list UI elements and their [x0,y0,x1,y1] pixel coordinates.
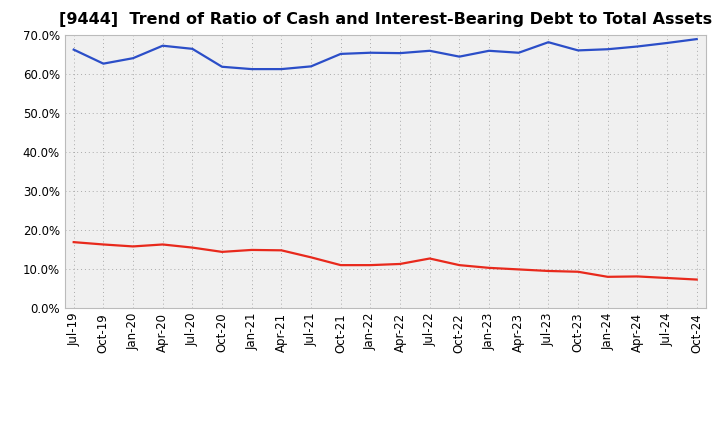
Cash [396,261,405,267]
Line: Interest-Bearing Debt: Interest-Bearing Debt [73,39,697,69]
Cash [574,269,582,275]
Cash [307,255,315,260]
Cash [455,263,464,268]
Interest-Bearing Debt [158,43,167,48]
Cash [662,275,671,281]
Cash [248,247,256,253]
Cash [603,274,612,279]
Cash [217,249,226,254]
Cash [633,274,642,279]
Cash [426,256,434,261]
Interest-Bearing Debt [662,40,671,46]
Interest-Bearing Debt [69,47,78,52]
Cash [277,248,286,253]
Interest-Bearing Debt [485,48,493,53]
Interest-Bearing Debt [426,48,434,53]
Cash [336,263,345,268]
Line: Cash: Cash [73,242,697,279]
Cash [158,242,167,247]
Cash [514,267,523,272]
Cash [129,244,138,249]
Cash [544,268,553,274]
Cash [366,263,374,268]
Interest-Bearing Debt [633,44,642,49]
Cash [693,277,701,282]
Interest-Bearing Debt [455,54,464,59]
Interest-Bearing Debt [217,64,226,70]
Interest-Bearing Debt [277,66,286,72]
Interest-Bearing Debt [574,48,582,53]
Interest-Bearing Debt [603,47,612,52]
Interest-Bearing Debt [99,61,108,66]
Interest-Bearing Debt [366,50,374,55]
Interest-Bearing Debt [248,66,256,72]
Interest-Bearing Debt [129,55,138,61]
Title: [9444]  Trend of Ratio of Cash and Interest-Bearing Debt to Total Assets: [9444] Trend of Ratio of Cash and Intere… [58,12,712,27]
Interest-Bearing Debt [336,51,345,57]
Cash [99,242,108,247]
Cash [485,265,493,271]
Interest-Bearing Debt [514,50,523,55]
Interest-Bearing Debt [544,40,553,45]
Cash [69,239,78,245]
Interest-Bearing Debt [307,64,315,69]
Interest-Bearing Debt [188,46,197,51]
Cash [188,245,197,250]
Interest-Bearing Debt [693,37,701,42]
Interest-Bearing Debt [396,51,405,56]
